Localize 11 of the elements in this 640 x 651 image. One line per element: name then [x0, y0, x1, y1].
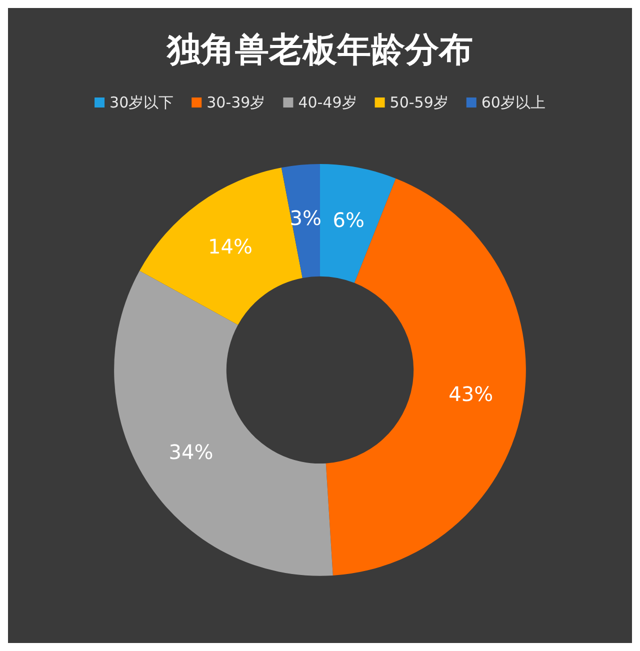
legend-label: 40-49岁 — [298, 94, 357, 112]
data-label: 6% — [332, 208, 364, 232]
legend-label: 50-59岁 — [390, 94, 448, 112]
data-label: 14% — [208, 234, 252, 258]
legend-label: 60岁以上 — [481, 94, 546, 112]
chart-title: 独角兽老板年龄分布 — [166, 30, 473, 70]
legend-label: 30岁以下 — [110, 94, 174, 112]
data-label: 3% — [290, 206, 322, 230]
legend-label: 30-39岁 — [206, 94, 266, 112]
data-label: 43% — [448, 382, 494, 406]
data-label: 34% — [168, 440, 214, 464]
